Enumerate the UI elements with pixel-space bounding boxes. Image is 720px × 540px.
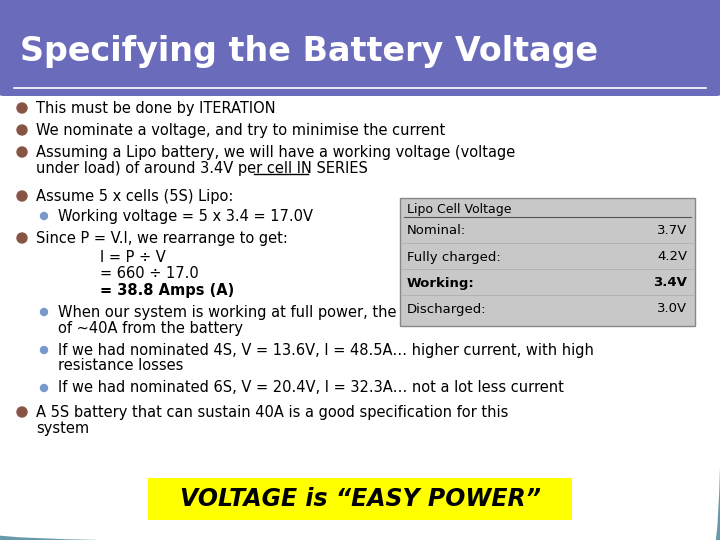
Text: If we had nominated 6S, V = 20.4V, I = 32.3A… not a lot less current: If we had nominated 6S, V = 20.4V, I = 3… (58, 381, 564, 395)
Text: A 5S battery that can sustain 40A is a good specification for this: A 5S battery that can sustain 40A is a g… (36, 404, 508, 420)
Text: 3.7V: 3.7V (657, 225, 687, 238)
Text: 3.4V: 3.4V (653, 276, 687, 289)
Text: I = P ÷ V: I = P ÷ V (100, 251, 166, 266)
Text: Working voltage = 5 x 3.4 = 17.0V: Working voltage = 5 x 3.4 = 17.0V (58, 208, 313, 224)
Text: Assuming a Lipo battery, we will have a working voltage (voltage: Assuming a Lipo battery, we will have a … (36, 145, 516, 159)
Circle shape (40, 384, 48, 391)
Circle shape (40, 347, 48, 354)
Text: Nominal:: Nominal: (407, 225, 467, 238)
Text: = 660 ÷ 17.0: = 660 ÷ 17.0 (100, 267, 199, 281)
Text: We nominate a voltage, and try to minimise the current: We nominate a voltage, and try to minimi… (36, 123, 445, 138)
Text: = 38.8 Amps (A): = 38.8 Amps (A) (100, 282, 234, 298)
Text: This must be done by ITERATION: This must be done by ITERATION (36, 100, 276, 116)
Text: 3.0V: 3.0V (657, 302, 687, 315)
Circle shape (17, 125, 27, 135)
Text: system: system (36, 421, 89, 435)
Text: Specifying the Battery Voltage: Specifying the Battery Voltage (20, 36, 598, 69)
Text: Lipo Cell Voltage: Lipo Cell Voltage (407, 204, 511, 217)
Text: Fully charged:: Fully charged: (407, 251, 500, 264)
Circle shape (17, 147, 27, 157)
Text: of ~40A from the battery: of ~40A from the battery (58, 321, 243, 335)
Text: Working:: Working: (407, 276, 474, 289)
Text: If we had nominated 4S, V = 13.6V, I = 48.5A… higher current, with high: If we had nominated 4S, V = 13.6V, I = 4… (58, 342, 594, 357)
Text: Assume 5 x cells (5S) Lipo:: Assume 5 x cells (5S) Lipo: (36, 188, 233, 204)
Circle shape (17, 407, 27, 417)
Text: 4.2V: 4.2V (657, 251, 687, 264)
Circle shape (40, 213, 48, 219)
Circle shape (17, 103, 27, 113)
Circle shape (17, 233, 27, 243)
Text: When our system is working at full power, the motor will draw a current: When our system is working at full power… (58, 305, 586, 320)
Text: under load) of around 3.4V per cell IN SERIES: under load) of around 3.4V per cell IN S… (36, 160, 368, 176)
Text: VOLTAGE is “EASY POWER”: VOLTAGE is “EASY POWER” (179, 487, 541, 511)
Bar (400, 198, 695, 326)
Bar (4, 45, 716, 86)
Circle shape (40, 308, 48, 315)
Text: Since P = V.I, we rearrange to get:: Since P = V.I, we rearrange to get: (36, 231, 288, 246)
Circle shape (17, 191, 27, 201)
FancyBboxPatch shape (0, 0, 720, 96)
Text: resistance losses: resistance losses (58, 359, 184, 374)
Text: Discharged:: Discharged: (407, 302, 487, 315)
Bar (148, 478, 572, 520)
